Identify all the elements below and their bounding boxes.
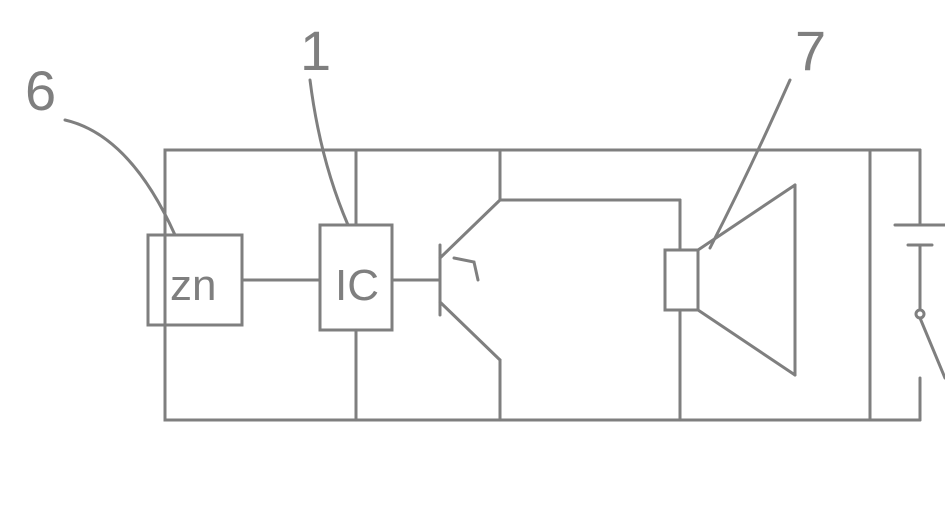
callout-6-leader bbox=[65, 120, 175, 235]
transistor-arrow bbox=[454, 258, 478, 280]
callout-7-label: 7 bbox=[795, 19, 826, 82]
callout-1-leader bbox=[310, 80, 348, 225]
transistor-collector bbox=[440, 200, 500, 258]
main-loop-rect bbox=[165, 150, 870, 420]
zn-label: zn bbox=[170, 261, 216, 310]
transistor-emitter bbox=[440, 302, 500, 360]
circuit-diagram: 6 1 7 zn IC bbox=[0, 0, 945, 508]
switch-arm bbox=[920, 318, 945, 378]
ic-label: IC bbox=[335, 261, 379, 310]
speaker-coil bbox=[665, 250, 698, 310]
speaker-cone-bottom bbox=[698, 310, 795, 375]
callout-1-label: 1 bbox=[300, 19, 331, 82]
callout-7-leader bbox=[710, 80, 790, 248]
callout-6-label: 6 bbox=[25, 59, 56, 122]
